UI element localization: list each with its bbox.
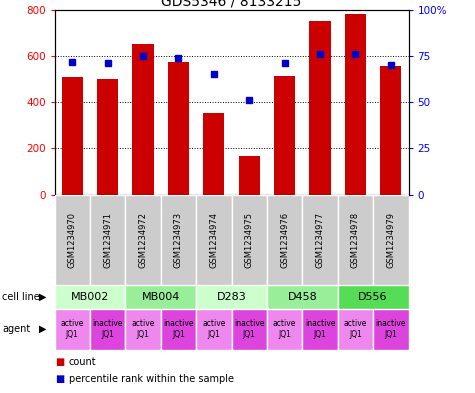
Text: GSM1234975: GSM1234975 [245,212,254,268]
Bar [90,309,125,350]
Bar [90,195,125,285]
Bar [338,309,373,350]
Text: GSM1234971: GSM1234971 [103,212,112,268]
Text: GSM1234970: GSM1234970 [68,212,77,268]
Bar [345,15,366,195]
Text: active
JQ1: active JQ1 [273,320,296,339]
Bar [232,309,267,350]
Text: ▶: ▶ [39,324,47,334]
Text: ■: ■ [55,356,64,367]
Text: count: count [69,356,96,367]
Text: GSM1234979: GSM1234979 [386,212,395,268]
Text: GSM1234972: GSM1234972 [139,212,148,268]
Bar [380,66,401,195]
Text: MB002: MB002 [71,292,109,302]
Bar [338,195,373,285]
Bar [267,309,303,350]
Bar [309,21,331,195]
Text: MB004: MB004 [142,292,180,302]
Bar [373,195,408,285]
Bar [203,112,225,195]
Text: active
JQ1: active JQ1 [202,320,226,339]
Bar [373,309,408,350]
Bar [125,309,161,350]
Text: GSM1234978: GSM1234978 [351,212,360,268]
Text: ▶: ▶ [39,292,47,302]
Text: active
JQ1: active JQ1 [61,320,84,339]
Text: inactive
JQ1: inactive JQ1 [234,320,265,339]
Text: inactive
JQ1: inactive JQ1 [163,320,194,339]
Text: inactive
JQ1: inactive JQ1 [305,320,335,339]
Text: inactive
JQ1: inactive JQ1 [376,320,406,339]
Text: GSM1234973: GSM1234973 [174,212,183,268]
Bar [267,285,338,309]
Text: D458: D458 [287,292,317,302]
Bar [55,285,125,309]
Bar [161,195,196,285]
Bar [133,44,154,195]
Bar [125,285,196,309]
Bar [55,309,90,350]
Bar [125,195,161,285]
Bar [267,195,303,285]
Text: GSM1234974: GSM1234974 [209,212,218,268]
Text: inactive
JQ1: inactive JQ1 [93,320,123,339]
Bar [238,156,260,195]
Text: active
JQ1: active JQ1 [132,320,155,339]
Bar [161,309,196,350]
Bar [97,79,118,195]
Bar [62,77,83,195]
Text: GSM1234977: GSM1234977 [315,212,324,268]
Text: cell line: cell line [2,292,40,302]
Bar [196,285,267,309]
Bar [196,195,232,285]
Text: ■: ■ [55,374,64,384]
Bar [302,309,338,350]
Bar [338,285,408,309]
Text: active
JQ1: active JQ1 [344,320,367,339]
Bar [274,75,295,195]
Bar [232,195,267,285]
Bar [302,195,338,285]
Title: GDS5346 / 8133215: GDS5346 / 8133215 [162,0,302,9]
Bar [55,195,90,285]
Text: D556: D556 [358,292,388,302]
Text: D283: D283 [217,292,247,302]
Bar [196,309,232,350]
Text: GSM1234976: GSM1234976 [280,212,289,268]
Bar [168,62,189,195]
Text: agent: agent [2,324,30,334]
Text: percentile rank within the sample: percentile rank within the sample [69,374,234,384]
